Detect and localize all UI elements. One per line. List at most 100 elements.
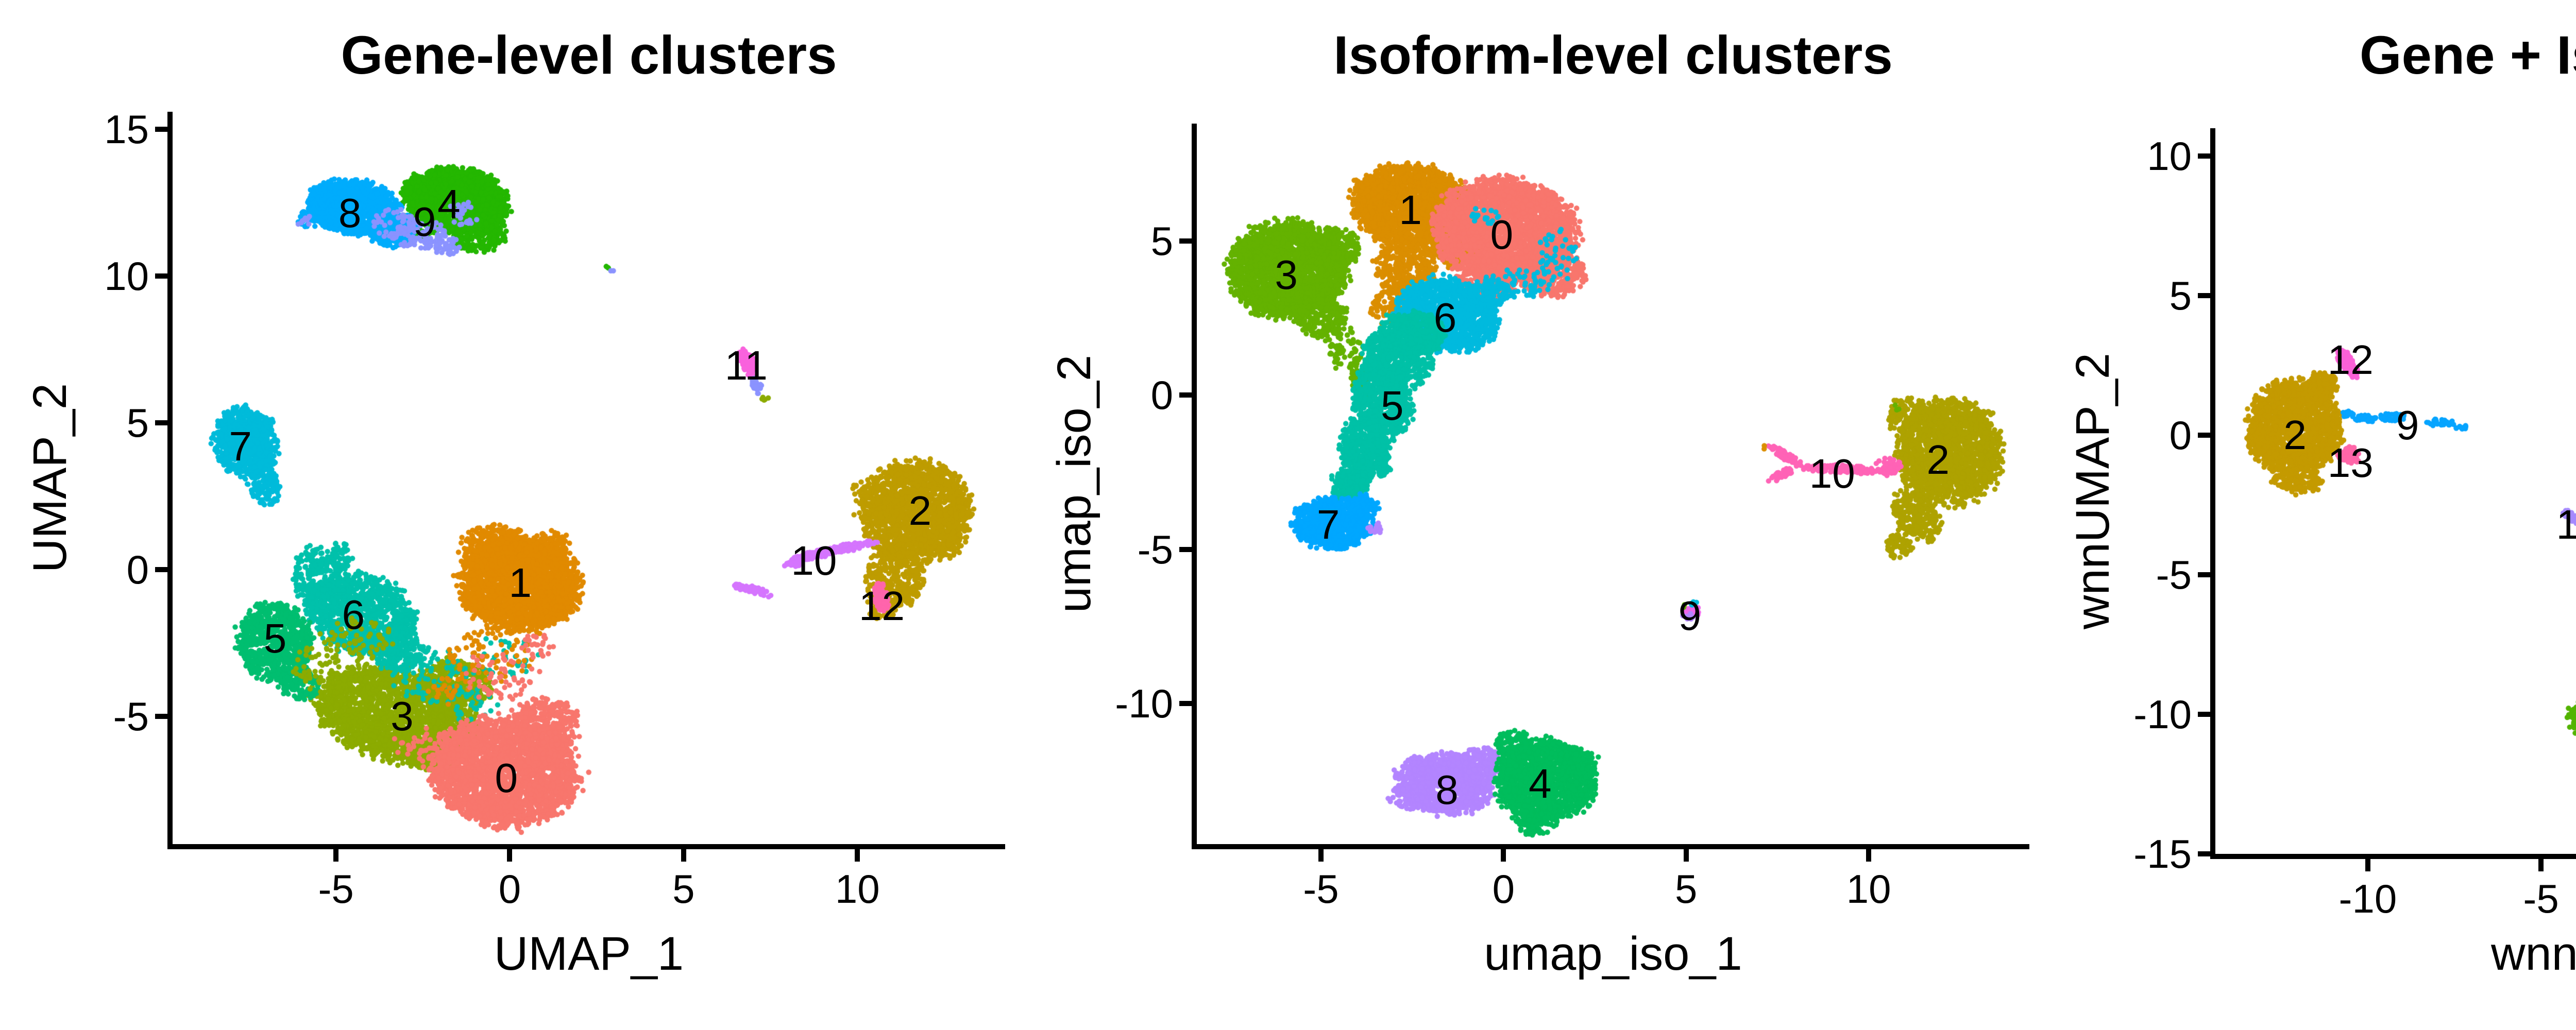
cluster-label: 4: [437, 181, 461, 227]
y-tick-mark: [1179, 701, 1192, 707]
y-tick-mark: [1179, 238, 1192, 244]
y-tick-label: 5: [2169, 273, 2192, 319]
x-tick-label: 10: [1846, 866, 1891, 912]
y-tick-mark: [2198, 293, 2210, 299]
cluster-label: 5: [1380, 383, 1404, 429]
x-axis-line: [1192, 844, 2029, 849]
plot-area: [2215, 128, 2576, 854]
x-tick-label: 10: [835, 866, 880, 912]
cluster-label: 1: [1399, 186, 1422, 233]
x-tick-label: 5: [1675, 866, 1698, 912]
y-tick-label: 5: [1150, 218, 1173, 264]
y-tick-mark: [2198, 153, 2210, 159]
y-tick-label: -5: [2156, 552, 2192, 598]
y-tick-mark: [1179, 546, 1192, 552]
cluster-label: 4: [2561, 697, 2576, 748]
cluster-label: 2: [1926, 437, 1950, 483]
x-tick-label: -5: [318, 866, 354, 912]
scatter-canvas: [173, 112, 1005, 844]
x-tick-mark: [1501, 849, 1506, 862]
y-tick-mark: [155, 273, 167, 279]
panel-title: Isoform-level clusters: [1333, 25, 1893, 85]
y-tick-mark: [155, 567, 167, 573]
cluster-label: 2: [2283, 412, 2307, 458]
panel-isoform-level-clusters: Isoform-level clusters umap_iso_1 umap_i…: [1030, 0, 2061, 1030]
y-tick-mark: [2198, 851, 2210, 856]
cluster-label: 0: [1490, 211, 1514, 258]
y-axis-line: [167, 112, 173, 849]
cluster-label: 0: [495, 754, 518, 801]
cluster-label: 8: [338, 190, 362, 236]
x-axis-title: umap_iso_1: [1484, 928, 1742, 980]
y-tick-label: -5: [113, 694, 149, 740]
y-tick-label: -10: [1115, 681, 1173, 727]
x-tick-mark: [1683, 849, 1689, 862]
x-axis-title: wnnUMAP_1: [2491, 928, 2576, 980]
y-axis-line: [1192, 124, 1197, 849]
x-tick-mark: [1318, 849, 1324, 862]
y-tick-label: 5: [126, 400, 149, 446]
x-tick-label: 0: [1492, 866, 1515, 912]
x-axis-line: [167, 844, 1005, 849]
y-axis-title: wnnUMAP_2: [2066, 353, 2119, 629]
y-tick-label: -15: [2133, 831, 2192, 877]
x-tick-label: 0: [498, 866, 521, 912]
x-tick-mark: [507, 849, 513, 862]
y-tick-label: -10: [2133, 692, 2192, 737]
x-tick-label: -5: [2523, 876, 2559, 921]
panel-gene-level-clusters: Gene-level clusters UMAP_1 UMAP_2 -5 0 5 10…: [0, 0, 1030, 1030]
y-axis-line: [2210, 128, 2215, 859]
cluster-label: 2: [908, 488, 931, 534]
y-tick-mark: [155, 127, 167, 132]
cluster-label: 7: [229, 423, 252, 469]
cluster-label: 11: [724, 342, 768, 388]
cluster-label: 12: [858, 583, 905, 629]
y-tick-mark: [155, 714, 167, 719]
cluster-label: 3: [391, 693, 414, 740]
y-tick-mark: [2198, 572, 2210, 578]
y-tick-label: 15: [104, 107, 149, 152]
panel-title: Gene-level clusters: [341, 25, 837, 85]
cluster-label: 9: [2396, 402, 2419, 449]
cluster-label: 5: [263, 615, 287, 662]
cluster-label: 12: [2327, 336, 2374, 383]
x-axis-line: [2210, 854, 2576, 859]
y-tick-mark: [2198, 712, 2210, 717]
x-tick-label: -10: [2338, 876, 2397, 921]
cluster-label: 10: [791, 538, 837, 583]
cluster-label: 9: [413, 198, 436, 245]
cluster-label: 6: [342, 592, 365, 638]
x-tick-mark: [1866, 849, 1872, 862]
y-tick-label: 0: [2169, 413, 2192, 458]
x-tick-label: 5: [672, 866, 695, 912]
cluster-label: 4: [1528, 761, 1552, 807]
x-tick-mark: [2365, 859, 2370, 871]
x-axis-title: UMAP_1: [494, 928, 684, 980]
x-tick-label: -5: [1303, 866, 1339, 912]
y-tick-label: 10: [2147, 133, 2192, 179]
cluster-label: 10: [1809, 451, 1855, 497]
y-tick-label: 0: [126, 547, 149, 593]
cluster-label: 13: [2327, 440, 2374, 486]
plot-area: [1197, 124, 2029, 844]
panel-title: Gene + Isoform WNN: [2359, 25, 2576, 85]
y-tick-label: 0: [1150, 372, 1173, 418]
cluster-label: 9: [1678, 592, 1702, 639]
cluster-label: 1: [509, 559, 532, 606]
cluster-label: 3: [1275, 251, 1298, 298]
cluster-label: 7: [1316, 501, 1340, 547]
cluster-label: 10: [2556, 501, 2576, 547]
y-tick-label: -5: [1137, 526, 1173, 572]
scatter-canvas: [2215, 128, 2576, 854]
scatter-canvas: [1197, 124, 2029, 844]
y-tick-mark: [1179, 392, 1192, 398]
x-tick-mark: [2538, 859, 2544, 871]
cluster-label: 6: [1433, 295, 1457, 341]
panel-gene-isoform-wnn: Gene + Isoform WNN wnnUMAP_1 wnnUMAP_2 -…: [2061, 0, 2576, 1030]
plot-area: [173, 112, 1005, 844]
y-tick-label: 10: [104, 253, 149, 299]
cluster-label: 8: [1435, 767, 1459, 813]
y-tick-mark: [155, 420, 167, 426]
x-tick-mark: [681, 849, 686, 862]
